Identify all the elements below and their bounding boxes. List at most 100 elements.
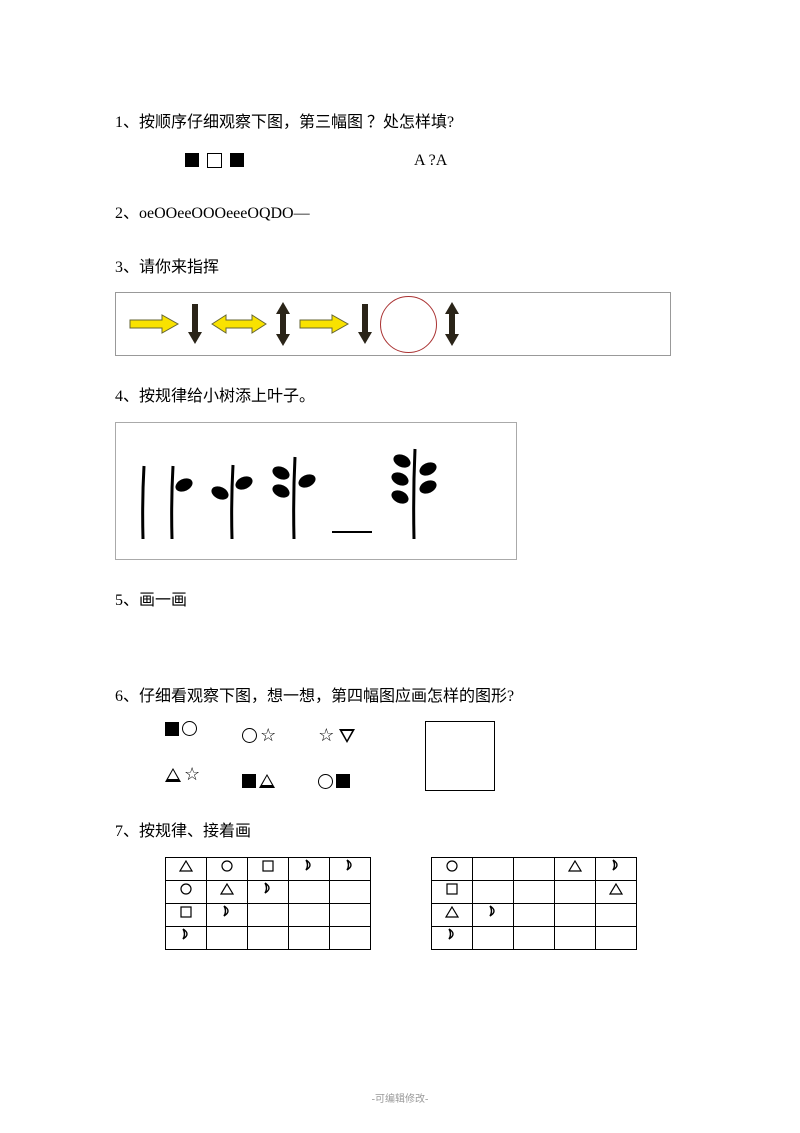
table-cell <box>289 903 330 926</box>
question-2: 2、oeOOeeOOOeeeOQDO— <box>115 201 685 227</box>
table-cell <box>248 857 289 880</box>
table-cell <box>473 903 514 926</box>
table-cell <box>555 926 596 949</box>
question-5: 5、画一画 <box>115 588 685 614</box>
q6-grid: ☆ ☆ ☆ <box>115 721 685 791</box>
table-cell <box>248 903 289 926</box>
moon-icon <box>486 904 500 918</box>
q6-text: 6、仔细看观察下图，想一想，第四幅图应画怎样的图形? <box>115 684 685 710</box>
circle-small-icon <box>446 860 458 872</box>
moon-icon <box>609 858 623 872</box>
circle-icon <box>242 728 257 743</box>
circle-small-icon <box>221 860 233 872</box>
q1-shapes-row: A ?A <box>115 148 685 174</box>
arrow-right-icon <box>298 313 350 335</box>
tree-5-icon <box>384 443 444 541</box>
q6-pair: ☆ <box>242 721 278 750</box>
table-cell <box>207 926 248 949</box>
q3-arrow-box <box>115 292 671 356</box>
q7-table-left <box>165 857 371 950</box>
table-cell <box>514 926 555 949</box>
table-cell <box>166 880 207 903</box>
circle-small-icon <box>180 883 192 895</box>
q4-text: 4、按规律给小树添上叶子。 <box>115 384 685 410</box>
black-square-icon <box>165 722 179 736</box>
table-cell <box>207 903 248 926</box>
table-cell <box>330 903 371 926</box>
table-cell <box>473 857 514 880</box>
triangle-small-icon <box>445 906 459 918</box>
q6-col-1: ☆ <box>165 721 202 789</box>
question-1: 1、按顺序仔细观察下图，第三幅图 ？处怎样填? A ?A <box>115 110 685 173</box>
circle-icon <box>182 721 197 736</box>
table-cell <box>330 857 371 880</box>
moon-icon <box>302 858 316 872</box>
table-cell <box>289 857 330 880</box>
square-small-icon <box>262 860 274 872</box>
page-footer: -可编辑修改- <box>0 1090 800 1105</box>
table-cell <box>596 880 637 903</box>
question-7: 7、按规律、接着画 <box>115 819 685 950</box>
q6-pair <box>165 721 202 736</box>
table-cell <box>207 880 248 903</box>
q2-text: 2、oeOOeeOOOeeeOQDO— <box>115 201 685 227</box>
question-3: 3、请你来指挥 <box>115 255 685 357</box>
tree-2-icon <box>208 459 256 541</box>
q7-text: 7、按规律、接着画 <box>115 819 685 845</box>
q5-text: 5、画一画 <box>115 588 685 614</box>
triangle-small-icon <box>609 883 623 895</box>
triangle-small-icon <box>220 883 234 895</box>
triangle-icon <box>165 768 181 782</box>
table-cell <box>289 880 330 903</box>
q7-tables-row <box>115 857 685 950</box>
table-cell <box>432 926 473 949</box>
question-6: 6、仔细看观察下图，想一想，第四幅图应画怎样的图形? ☆ ☆ ☆ <box>115 684 685 792</box>
table-cell <box>289 926 330 949</box>
q7-table-right <box>431 857 637 950</box>
moon-icon <box>343 858 357 872</box>
q6-answer-box <box>425 721 495 791</box>
arrow-updown-icon <box>276 300 290 348</box>
moon-icon <box>179 927 193 941</box>
triangle-icon <box>259 774 275 788</box>
question-4: 4、按规律给小树添上叶子。 <box>115 384 685 560</box>
table-cell <box>555 857 596 880</box>
tree-0-icon <box>136 461 150 541</box>
table-cell <box>596 926 637 949</box>
q6-pair: ☆ <box>165 760 202 789</box>
arrow-down-icon <box>358 302 372 346</box>
black-square-icon <box>185 153 199 167</box>
black-square-icon <box>336 774 350 788</box>
table-cell <box>248 926 289 949</box>
inv-triangle-icon <box>339 729 355 743</box>
table-cell <box>514 880 555 903</box>
tree-1-icon <box>162 461 196 541</box>
table-cell <box>514 903 555 926</box>
table-cell <box>473 926 514 949</box>
arrow-updown-icon <box>445 300 459 348</box>
table-cell <box>555 880 596 903</box>
arrow-leftright-icon <box>210 313 268 335</box>
moon-icon <box>445 927 459 941</box>
square-small-icon <box>180 906 192 918</box>
table-cell <box>432 880 473 903</box>
table-cell <box>248 880 289 903</box>
arrow-down-icon <box>188 302 202 346</box>
table-cell <box>432 903 473 926</box>
q6-pair <box>242 774 278 788</box>
table-cell <box>555 903 596 926</box>
table-cell <box>166 926 207 949</box>
table-cell <box>514 857 555 880</box>
star-icon: ☆ <box>260 721 278 750</box>
table-cell <box>166 903 207 926</box>
table-cell <box>330 880 371 903</box>
table-cell <box>207 857 248 880</box>
q3-text: 3、请你来指挥 <box>115 255 685 281</box>
star-icon: ☆ <box>318 721 336 750</box>
q1-right-label: A ?A <box>414 148 447 174</box>
black-square-icon <box>242 774 256 788</box>
q6-pair: ☆ <box>318 721 355 750</box>
triangle-small-icon <box>568 860 582 872</box>
table-cell <box>432 857 473 880</box>
star-icon: ☆ <box>184 760 202 789</box>
